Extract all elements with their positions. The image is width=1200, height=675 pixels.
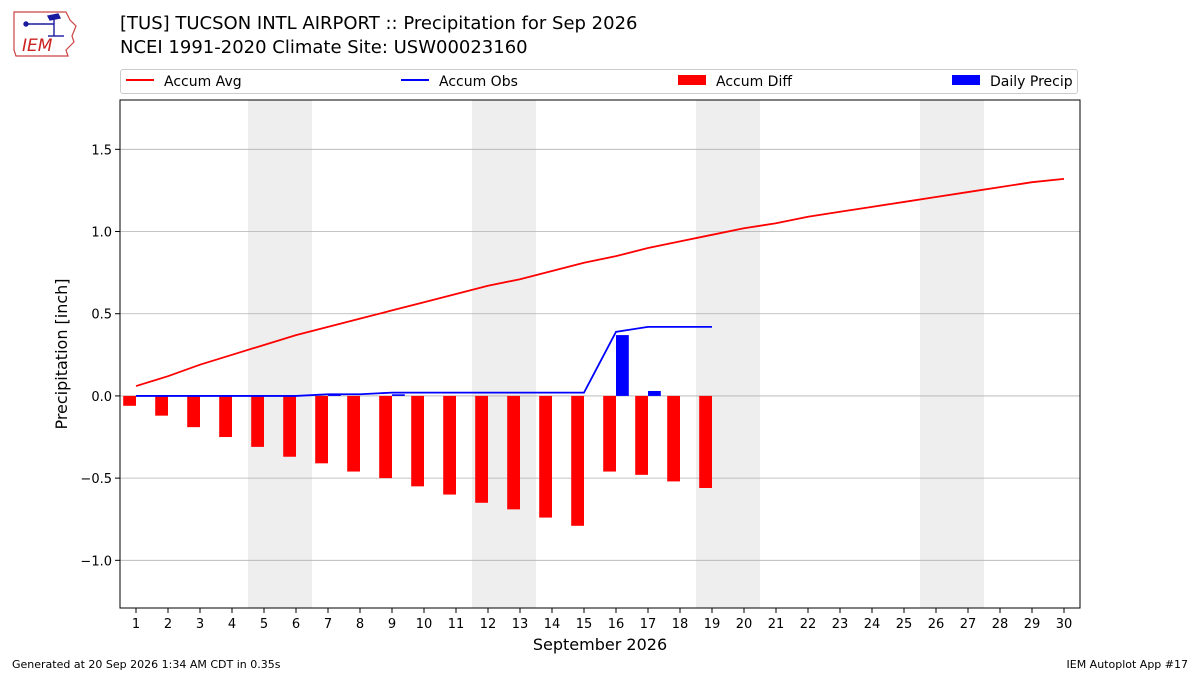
legend-label-accum-obs: Accum Obs bbox=[439, 74, 518, 90]
x-tick-label: 19 bbox=[704, 617, 721, 632]
x-tick-label: 25 bbox=[896, 617, 913, 632]
legend-swatch-accum-avg bbox=[126, 79, 154, 81]
accum-diff-bar bbox=[155, 395, 168, 416]
legend-swatch-accum-obs bbox=[401, 79, 429, 81]
weather-station-icon bbox=[23, 13, 64, 37]
y-tick-label: −0.5 bbox=[80, 472, 112, 487]
accum-diff-bar bbox=[571, 395, 584, 526]
x-tick-label: 23 bbox=[832, 617, 849, 632]
x-tick-label: 8 bbox=[356, 617, 364, 632]
x-tick-label: 21 bbox=[768, 617, 785, 632]
x-tick-label: 24 bbox=[864, 617, 881, 632]
accum-diff-bar bbox=[283, 395, 296, 457]
legend-item-accum-avg: Accum Avg bbox=[126, 73, 242, 91]
x-tick-label: 28 bbox=[992, 617, 1009, 632]
weekend-shading bbox=[248, 100, 984, 608]
accum-diff-bar bbox=[411, 395, 424, 487]
x-tick-label: 22 bbox=[800, 617, 817, 632]
accum-obs-line bbox=[136, 325, 712, 397]
y-tick-label: 1.0 bbox=[91, 226, 112, 241]
y-axis-label: Precipitation [inch] bbox=[52, 278, 71, 429]
accum-diff-bar bbox=[443, 395, 456, 495]
daily-precip-bar bbox=[392, 394, 405, 396]
x-tick-label: 18 bbox=[672, 617, 689, 632]
x-tick-label: 3 bbox=[196, 617, 204, 632]
accum-diff-bars bbox=[123, 395, 712, 526]
plot-frame bbox=[119, 99, 1081, 609]
x-tick-label: 16 bbox=[608, 617, 625, 632]
x-tick-label: 11 bbox=[448, 617, 465, 632]
legend: Accum Avg Accum Obs Accum Diff Daily Pre… bbox=[120, 69, 1078, 94]
iem-logo: IEM bbox=[13, 11, 77, 57]
legend-label-daily-precip: Daily Precip bbox=[990, 74, 1073, 90]
accum-diff-bar bbox=[475, 395, 488, 503]
app-credit: IEM Autoplot App #17 bbox=[1066, 658, 1189, 671]
accum-diff-bar bbox=[635, 395, 648, 475]
weekend-band-1 bbox=[248, 100, 312, 608]
y-axis-ticks: −1.0 −0.5 0.0 0.5 1.0 1.5 bbox=[80, 143, 120, 569]
x-tick-label: 1 bbox=[132, 617, 140, 632]
accum-diff-bar bbox=[699, 395, 712, 488]
y-tick-label: 0.0 bbox=[91, 390, 112, 405]
x-tick-label: 14 bbox=[544, 617, 561, 632]
legend-item-daily-precip: Daily Precip bbox=[952, 73, 1073, 91]
daily-precip-bar bbox=[648, 390, 661, 396]
daily-precip-bar bbox=[616, 335, 629, 396]
accum-diff-bar bbox=[123, 395, 136, 406]
x-tick-label: 26 bbox=[928, 617, 945, 632]
accum-diff-bar bbox=[507, 395, 520, 510]
legend-swatch-accum-diff bbox=[678, 75, 706, 85]
y-tick-label: −1.0 bbox=[80, 554, 112, 569]
accum-diff-bar bbox=[251, 395, 264, 447]
generated-timestamp: Generated at 20 Sep 2026 1:34 AM CDT in … bbox=[12, 658, 281, 671]
chart-title: [TUS] TUCSON INTL AIRPORT :: Precipitati… bbox=[120, 12, 637, 60]
accum-lines bbox=[135, 178, 1065, 397]
accum-diff-bar bbox=[347, 395, 360, 472]
x-tick-label: 13 bbox=[512, 617, 529, 632]
x-tick-label: 7 bbox=[324, 617, 332, 632]
legend-item-accum-obs: Accum Obs bbox=[401, 73, 518, 91]
x-tick-label: 30 bbox=[1056, 617, 1073, 632]
y-tick-label: 0.5 bbox=[91, 308, 112, 323]
x-tick-label: 20 bbox=[736, 617, 753, 632]
logo-text: IEM bbox=[22, 36, 53, 56]
accum-diff-bar bbox=[219, 395, 232, 438]
accum-diff-bar bbox=[603, 395, 616, 472]
legend-label-accum-diff: Accum Diff bbox=[716, 74, 793, 90]
x-tick-label: 15 bbox=[576, 617, 593, 632]
x-tick-label: 10 bbox=[416, 617, 433, 632]
weekend-band-4 bbox=[920, 100, 984, 608]
weekend-band-2 bbox=[472, 100, 536, 608]
title-line-1: [TUS] TUCSON INTL AIRPORT :: Precipitati… bbox=[120, 13, 638, 34]
title-line-2: NCEI 1991-2020 Climate Site: USW00023160 bbox=[120, 37, 528, 58]
accum-diff-bar bbox=[539, 395, 552, 518]
accum-diff-bar bbox=[379, 395, 392, 479]
x-tick-label: 6 bbox=[292, 617, 300, 632]
accum-avg-line bbox=[135, 178, 1065, 387]
legend-label-accum-avg: Accum Avg bbox=[164, 74, 242, 90]
x-tick-label: 5 bbox=[260, 617, 268, 632]
x-tick-label: 4 bbox=[228, 617, 236, 632]
x-tick-label: 9 bbox=[388, 617, 396, 632]
x-axis-ticks: 1 2 3 4 5 6 7 8 9 10 11 12 13 14 15 16 17 18 19 20 21 22 23 24 2… bbox=[132, 608, 1072, 632]
accum-diff-bar bbox=[187, 395, 200, 428]
legend-item-accum-diff: Accum Diff bbox=[678, 73, 792, 91]
accum-diff-bar bbox=[667, 395, 680, 482]
x-tick-label: 2 bbox=[164, 617, 172, 632]
x-tick-label: 27 bbox=[960, 617, 977, 632]
weekend-band-3 bbox=[696, 100, 760, 608]
x-axis-label: September 2026 bbox=[533, 635, 667, 654]
x-tick-label: 17 bbox=[640, 617, 657, 632]
x-tick-label: 12 bbox=[480, 617, 497, 632]
iowa-outline bbox=[13, 11, 77, 57]
accum-diff-bar bbox=[315, 395, 328, 464]
x-tick-label: 29 bbox=[1024, 617, 1041, 632]
legend-swatch-daily-precip bbox=[952, 75, 980, 85]
y-tick-label: 1.5 bbox=[91, 143, 112, 158]
